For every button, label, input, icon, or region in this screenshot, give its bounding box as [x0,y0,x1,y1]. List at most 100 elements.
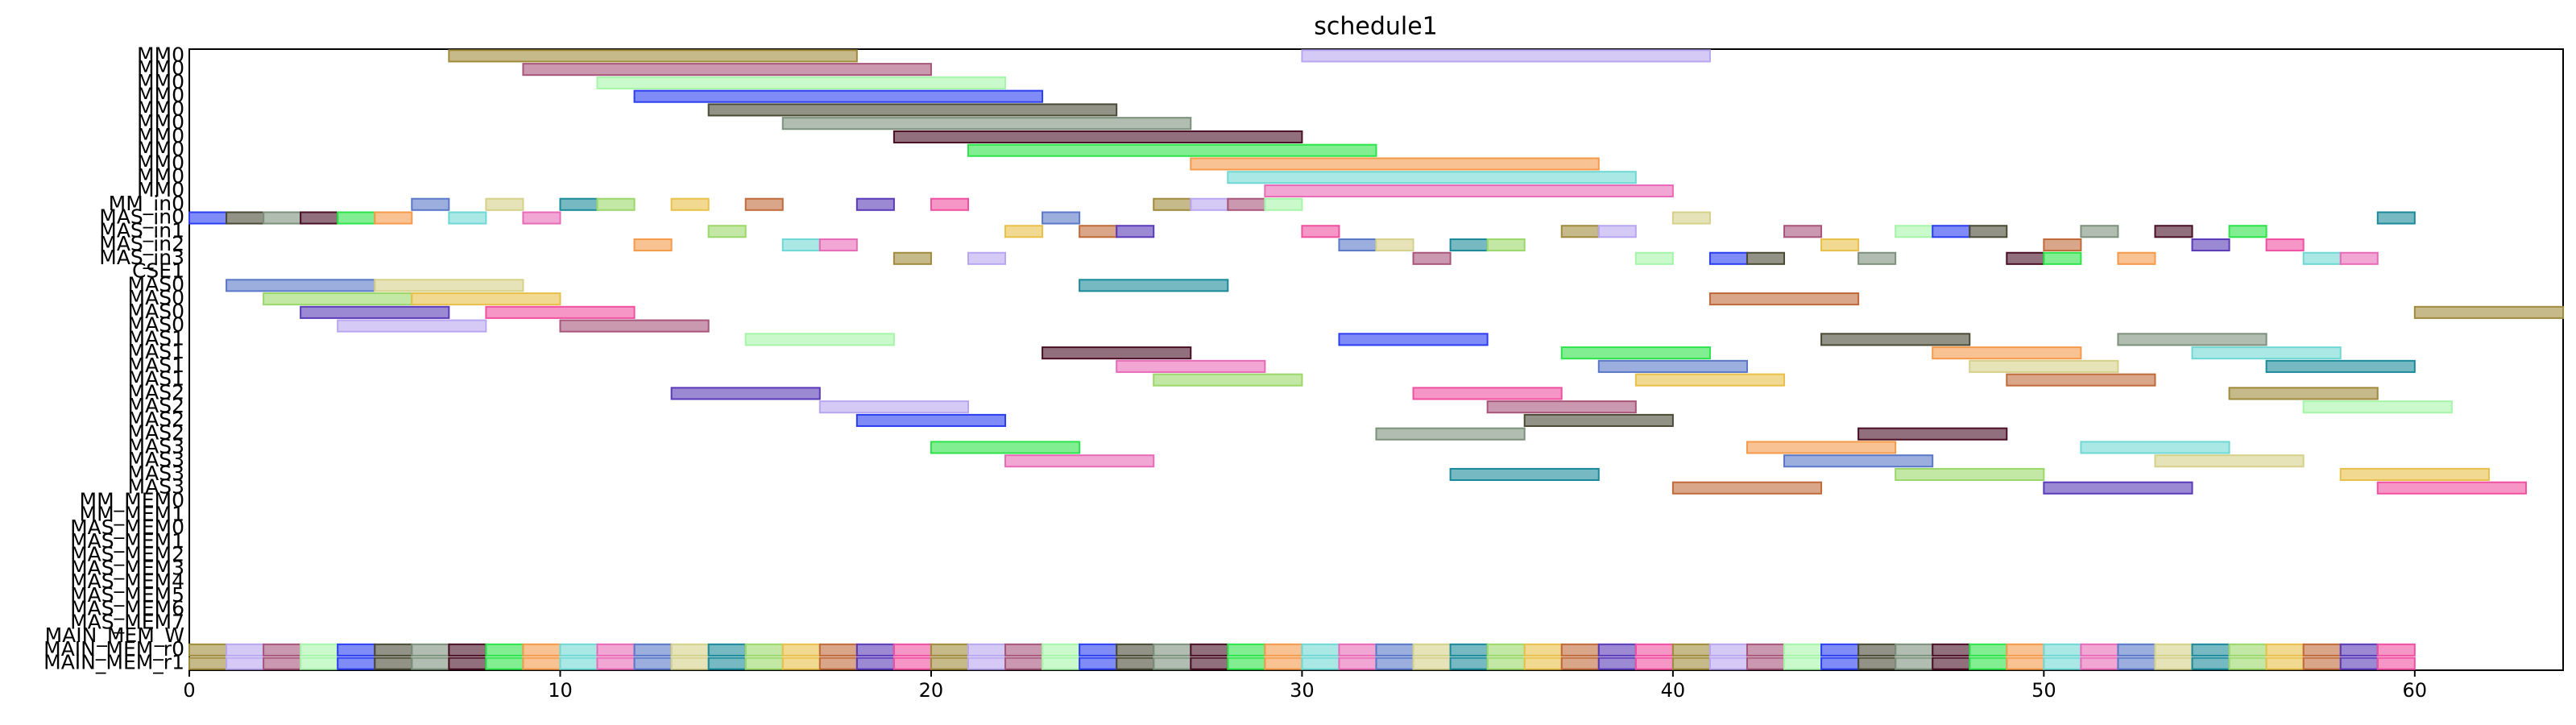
x-tick-label: 30 [1290,679,1315,702]
task-bar [1301,225,1340,238]
task-bar [1227,197,1266,211]
task-bar [1412,657,1452,670]
y-tick-label: MAS0 [128,286,184,309]
y-tick-label: MM0 [137,151,184,174]
task-bar [1783,657,1823,670]
task-bar [2154,225,2193,238]
y-tick-label: MAS2 [128,421,184,445]
task-bar [2413,305,2564,319]
y-tick-label: MM0 [137,70,184,93]
task-bar [2006,657,2045,670]
task-bar [226,211,265,225]
task-bar [374,279,524,292]
task-bar [448,657,487,670]
task-bar [1227,657,1266,670]
task-bar [707,657,747,670]
task-bar [2191,643,2230,657]
y-tick-label: MM0 [137,43,184,66]
task-bar [1079,225,1118,238]
y-tick-label: MAS3 [128,434,184,458]
task-bar [2191,657,2230,670]
task-bar [522,657,561,670]
task-bar [1412,251,1452,265]
task-bar [448,211,487,225]
task-bar [374,657,413,670]
task-bar [1932,657,1971,670]
task-bar [448,643,487,657]
task-bar [670,643,710,657]
task-bar [1264,184,1674,198]
task-bar [1820,238,1860,252]
task-bar [1746,657,1786,670]
task-bar [1153,197,1192,211]
y-tick-label: MAS_MEM6 [70,597,184,620]
task-bar [2228,387,2379,400]
task-bar [1486,643,1526,657]
task-bar [670,197,710,211]
task-bar [1820,657,1860,670]
task-bar [411,197,450,211]
task-bar [633,657,673,670]
task-bar [1116,359,1266,373]
task-bar [855,643,895,657]
task-bar [1153,643,1192,657]
task-bar [1301,643,1340,657]
task-bar [2080,441,2230,454]
task-bar [559,319,710,333]
task-bar [1857,643,1897,657]
task-bar [744,657,784,670]
task-bar [2154,454,2305,468]
task-bar [744,197,784,211]
task-bar [781,117,1192,130]
task-bar [1375,657,1414,670]
task-bar [1932,346,2082,360]
task-bar [1116,657,1155,670]
task-bar [818,400,969,414]
task-bar [855,197,895,211]
task-bar [1079,657,1118,670]
task-bar [226,643,265,657]
task-bar [2302,251,2342,265]
y-tick-label: MM0 [137,164,184,188]
task-bar [485,657,524,670]
task-bar [2154,643,2193,657]
task-bar [1783,454,1934,468]
task-bar [1116,643,1155,657]
task-bar [226,279,376,292]
task-bar [337,643,376,657]
task-bar [2339,657,2379,670]
task-bar [1597,643,1637,657]
y-tick-label: MAS2 [128,394,184,417]
task-bar [2080,225,2119,238]
y-tick-label: MAS_in1 [99,218,184,242]
task-bar [1634,373,1786,387]
task-bar [1042,211,1081,225]
task-bar [633,238,673,252]
task-bar [1338,333,1489,346]
y-tick-label: MAS_in0 [99,205,184,229]
task-bar [2228,657,2267,670]
task-bar [226,657,265,670]
y-tick-label: MAS_in2 [99,232,184,255]
x-tick-label: 10 [548,679,573,702]
task-bar [374,643,413,657]
task-bar [1597,359,1748,373]
x-tick-label: 0 [183,679,195,702]
task-bar [188,211,228,225]
y-tick-label: MAS1 [128,354,184,377]
task-bar [559,643,598,657]
task-bar [1264,643,1303,657]
y-tick-label: MAS3 [128,448,184,471]
task-bar [1895,467,2045,482]
task-bar [263,657,302,670]
task-bar [1523,643,1563,657]
task-bar [1560,643,1600,657]
task-bar [1634,657,1674,670]
task-bar [744,333,895,346]
task-bar [188,643,228,657]
task-bar [1895,657,1934,670]
task-bar [411,292,561,306]
plot-frame [188,48,2564,671]
task-bar [411,657,450,670]
y-tick-label: MAIN_MEM_r1 [43,651,184,674]
